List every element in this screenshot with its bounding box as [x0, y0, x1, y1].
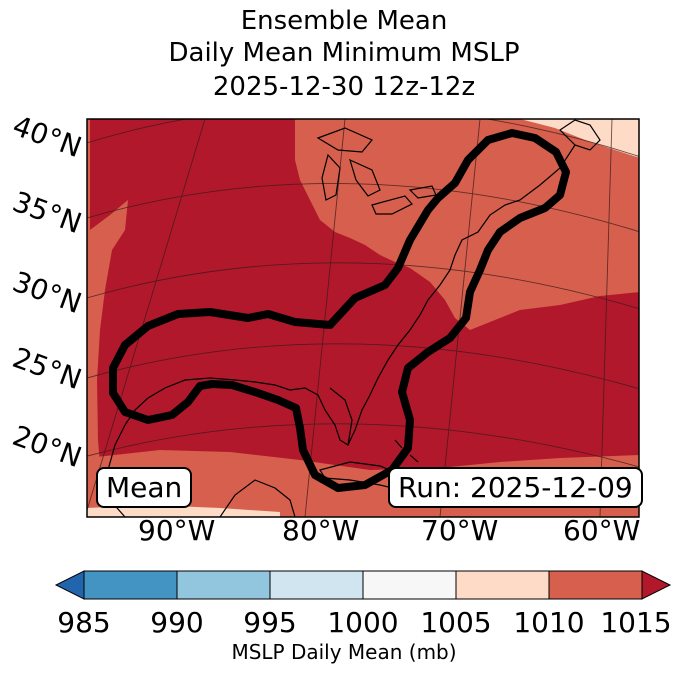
- map-frame: [86, 118, 640, 518]
- colorbar-bin-995-1000: [269, 570, 364, 600]
- colorbar-tick-1000: 1000: [327, 606, 399, 639]
- colorbar-tick-990: 990: [150, 606, 204, 639]
- title-line-2: Daily Mean Minimum MSLP: [168, 38, 520, 68]
- run-date-badge: Run: 2025-12-09: [388, 467, 643, 508]
- member-badge: Mean: [96, 467, 193, 508]
- colorbar-bin-1010-1015: [548, 570, 643, 600]
- colorbar-tick-1010: 1010: [513, 606, 585, 639]
- lon-label-70w: 70°W: [421, 514, 499, 547]
- lon-label-80w: 80°W: [282, 514, 360, 547]
- pressure-fill-1010-west: [87, 119, 128, 470]
- colorbar-tick-1005: 1005: [420, 606, 492, 639]
- colorbar-bin-1005-1010: [455, 570, 550, 600]
- colorbar: [54, 570, 672, 600]
- colorbar-label: MSLP Daily Mean (mb): [231, 640, 457, 664]
- colorbar-tick-985: 985: [57, 606, 111, 639]
- colorbar-bin-985-990: [83, 570, 178, 600]
- lon-label-90w: 90°W: [138, 514, 216, 547]
- colorbar-bin-1000-1005: [362, 570, 457, 600]
- contour-1015: [109, 129, 570, 492]
- colorbar-under-arrow: [54, 570, 85, 600]
- pressure-fill-1010-northeast: [295, 119, 639, 330]
- map-panel: [87, 119, 639, 517]
- colorbar-bin-990-995: [176, 570, 271, 600]
- lon-label-60w: 60°W: [563, 514, 641, 547]
- pressure-fill-1005-patch-b: [87, 505, 280, 517]
- colorbar-tick-1015: 1015: [600, 606, 672, 639]
- colorbar-tick-995: 995: [243, 606, 297, 639]
- pressure-fill-1005-patch-a: [520, 119, 639, 158]
- colorbar-over-arrow: [641, 570, 672, 600]
- title-line-3: 2025-12-30 12z-12z: [212, 72, 476, 102]
- title-line-1: Ensemble Mean: [240, 6, 448, 36]
